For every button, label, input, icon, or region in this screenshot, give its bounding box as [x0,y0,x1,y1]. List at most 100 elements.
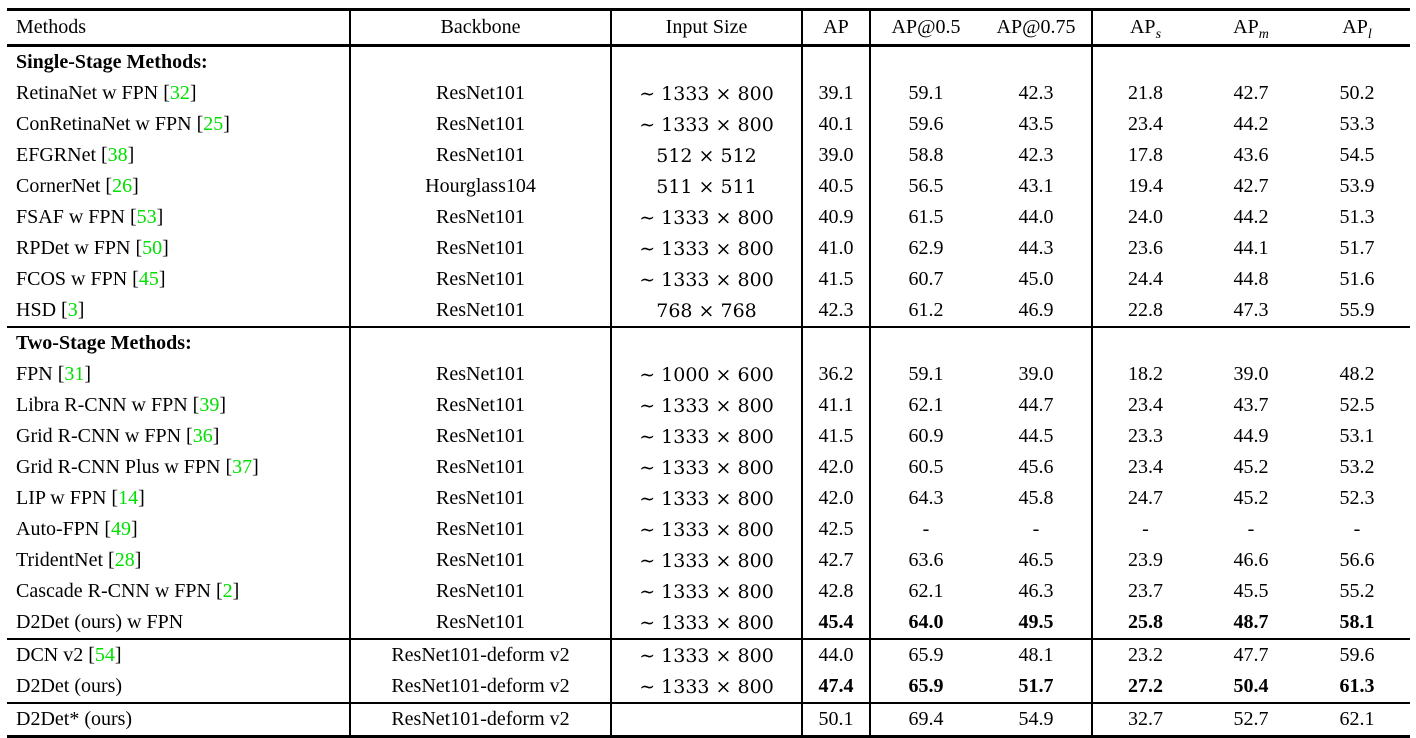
input-size-cell: ∼ 1333 × 800 [611,202,803,233]
backbone-cell [350,326,612,359]
metric-cell-ap-l: 52.5 [1339,394,1375,416]
table-row: FSAF w FPN [53] ResNet101 ∼ 1333 × 800 40.9… [7,202,1410,233]
metric-cell-ap-l: 53.3 [1339,113,1375,135]
metric-cell-ap50: 69.4 [870,702,981,738]
citation-link[interactable]: 38 [107,144,128,166]
metric-cell-ap: 45.4 [802,607,871,639]
metric-cell-ap-s: 21.8 [1128,82,1163,104]
metric-cell-ap-m: 45.2 [1233,456,1269,478]
metric-cell-ap50: 60.9 [908,425,944,447]
metric-cell-ap: 41.5 [802,264,871,295]
metric-cell-ap-l: 52.3 [1339,487,1375,509]
metric-cell-ap-m: 52.7 [1198,702,1304,738]
metric-cell-ap: 44.0 [802,638,871,671]
backbone-cell: ResNet101 [350,607,612,639]
section-label-text: Two-Stage Methods: [16,332,192,354]
column-header-ap-s: APs [1092,8,1198,47]
citation-link[interactable]: 50 [142,237,163,259]
metric-cell-ap75: 43.5 [981,109,1093,140]
metric-cell-ap-l: 51.6 [1339,268,1375,290]
citation-link[interactable]: 54 [94,644,115,666]
metric-cell-ap-l: 55.2 [1339,580,1375,602]
metric-cell-ap-s: 23.4 [1128,394,1163,416]
method-cell: FSAF w FPN [53] [7,202,351,233]
table-row: ConRetinaNet w FPN [25] ResNet101 ∼ 1333 ×… [7,109,1410,140]
citation-bracket: ] [212,425,220,447]
citation-link[interactable]: 3 [67,299,78,321]
citation-link[interactable]: 49 [111,518,132,540]
backbone-cell: ResNet101 [350,202,612,233]
metric-cell-ap75: 42.3 [981,78,1093,109]
column-header-label: AP@0.5 [891,16,961,38]
method-cell: D2Det (ours) w FPN [7,607,351,639]
table-row: EFGRNet [38] ResNet101 512 × 512 39.0 58.8 42… [7,140,1410,171]
backbone-cell: ResNet101 [350,140,612,171]
metric-cell-ap-m: 44.2 [1233,113,1269,135]
method-name: FCOS w FPN [16,268,133,290]
metric-cell-ap-m: 44.1 [1233,237,1269,259]
metric-cell-ap-m: 44.9 [1233,425,1269,447]
metric-cell-ap50: 64.3 [908,487,944,509]
citation-link[interactable]: 45 [138,268,159,290]
metric-cell-ap-l: 51.3 [1339,206,1375,228]
input-size-cell: ∼ 1333 × 800 [611,233,803,264]
metric-cell-ap50: 58.8 [908,144,944,166]
citation-link[interactable]: 25 [203,113,224,135]
metric-cell-ap50: 62.1 [908,394,944,416]
metric-cell-ap75: 45.0 [981,264,1093,295]
metric-cell-ap-l: 48.2 [1339,363,1375,385]
citation-bracket: [ [132,268,139,290]
citation-bracket: [ [216,580,223,602]
metric-cell-ap50: 62.1 [908,580,944,602]
metric-cell-ap: 41.0 [802,233,871,264]
input-size-cell: ∼ 1333 × 800 [611,607,803,639]
metric-cell-ap-s: 24.0 [1128,206,1163,228]
method-name: D2Det (ours) w FPN [16,611,184,633]
table-row: Libra R-CNN w FPN [39] ResNet101 ∼ 1333 × … [7,390,1410,421]
citation-link[interactable]: 28 [114,549,135,571]
method-name: DCN v2 [16,644,89,666]
metric-cell-ap-s: 22.8 [1128,299,1163,321]
table-row: FPN [31] ResNet101 ∼ 1000 × 600 36.2 59.1 39.… [7,359,1410,390]
method-name: EFGRNet [16,144,101,166]
input-size-cell: ∼ 1000 × 600 [611,359,803,390]
citation-link[interactable]: 14 [118,487,139,509]
metric-cell-ap50: 61.2 [908,299,944,321]
metric-cell-ap-m: 50.4 [1233,675,1269,697]
backbone-cell: ResNet101 [350,109,612,140]
backbone-cell: ResNet101-deform v2 [350,671,612,703]
input-size-cell: 768 × 768 [611,295,803,327]
method-cell: LIP w FPN [14] [7,483,351,514]
citation-link[interactable]: 37 [232,456,253,478]
method-cell: HSD [3] [7,295,351,327]
citation-link[interactable]: 32 [169,82,190,104]
citation-bracket: [ [129,206,137,228]
citation-link[interactable]: 2 [222,580,233,602]
metric-cell-ap: 40.9 [802,202,871,233]
citation-bracket: ] [156,206,164,228]
column-header-ap-m: APm [1198,8,1304,47]
column-header-input-size: Input Size [611,8,803,47]
backbone-cell: ResNet101 [350,421,612,452]
method-cell: Libra R-CNN w FPN [39] [7,390,351,421]
metric-cell-ap-s [1092,46,1198,79]
method-cell: FCOS w FPN [45] [7,264,351,295]
metric-cell-ap: 40.1 [802,109,871,140]
citation-link[interactable]: 53 [136,206,157,228]
metric-cell-ap50: 61.5 [908,206,944,228]
citation-bracket: [ [135,237,143,259]
method-name: Grid R-CNN Plus w FPN [16,456,226,478]
citation-link[interactable]: 26 [112,175,133,197]
citation-bracket: [ [192,394,200,416]
citation-link[interactable]: 39 [199,394,220,416]
column-header-ap-l: APl [1304,8,1410,47]
metric-cell-ap-s: 23.4 [1128,456,1163,478]
metric-cell-ap-l: 59.6 [1304,638,1410,671]
metric-cell-ap75: 45.8 [981,483,1093,514]
backbone-cell: ResNet101 [350,576,612,607]
metric-cell-ap: 39.1 [802,78,871,109]
citation-link[interactable]: 36 [192,425,213,447]
metric-cell-ap-s: 24.7 [1128,487,1163,509]
input-size-cell: ∼ 1333 × 800 [611,638,803,671]
citation-link[interactable]: 31 [64,363,85,385]
